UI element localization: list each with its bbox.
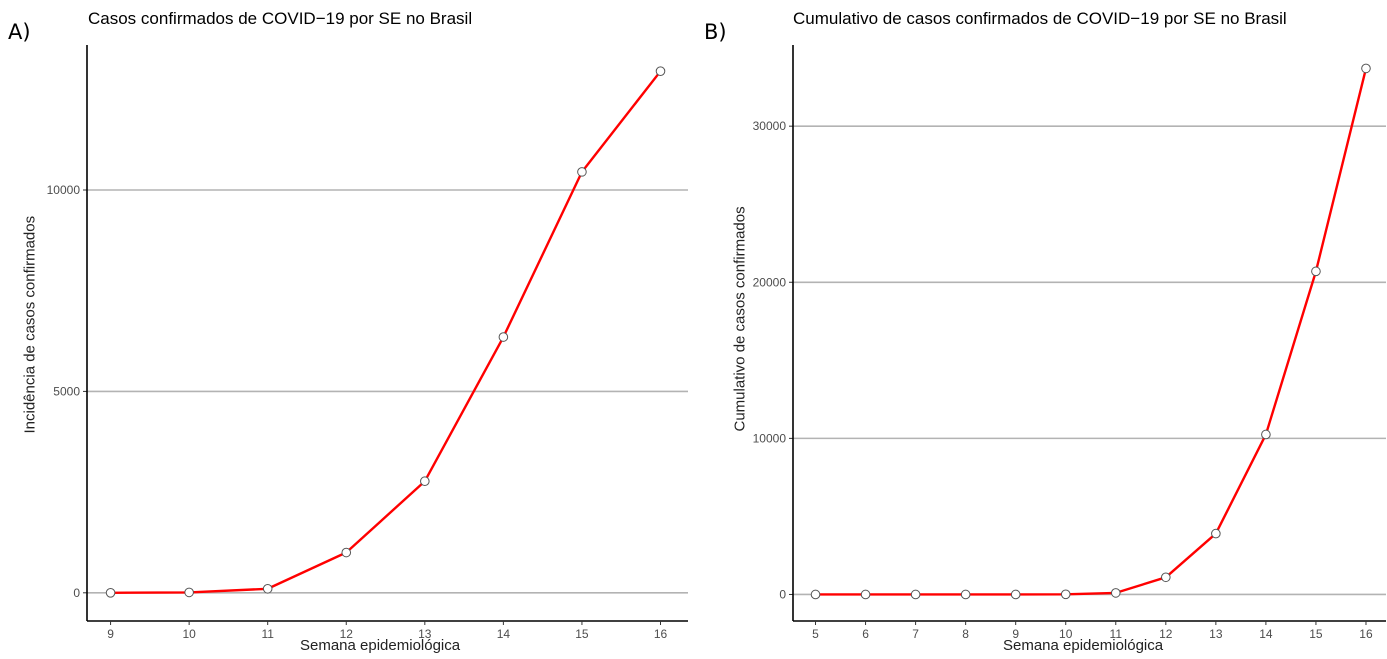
chart-a-x-tick-label: 11 (261, 627, 274, 641)
chart-a-data-point (655, 66, 666, 76)
chart-b-data-point (810, 589, 821, 600)
chart-b-x-axis-title: Semana epidemiológica (1003, 637, 1164, 654)
chart-b-x-tick-label: 7 (912, 627, 919, 641)
chart-a-x-tick-label: 14 (497, 627, 511, 641)
chart-b-data-point (960, 589, 971, 600)
chart-a-y-tick-label: 0 (73, 586, 80, 600)
chart-b-x-tick-label: 5 (812, 627, 819, 641)
chart-b-data-point (1311, 266, 1321, 277)
chart-a-data-point (577, 167, 587, 177)
chart-b-x-tick-label: 14 (1259, 627, 1273, 641)
chart-a-data-point (498, 332, 509, 342)
chart-a-data-point (262, 583, 273, 594)
chart-b-y-tick-label: 20000 (753, 275, 787, 289)
chart-b-y-tick-label: 0 (779, 587, 786, 601)
chart-b-x-tick-label: 15 (1309, 627, 1323, 641)
chart-b-data-point (1110, 588, 1121, 598)
chart-b-x-tick-label: 13 (1209, 627, 1223, 641)
chart-b-x-tick-label: 12 (1159, 627, 1173, 641)
chart-b-data-point (1211, 528, 1221, 539)
chart-a-data-point (105, 588, 116, 598)
chart-a-x-tick-label: 16 (654, 627, 668, 641)
chart-b-data-point (1060, 589, 1071, 600)
chart-b-data-point (1361, 63, 1371, 74)
chart-a-x-tick-label: 12 (340, 627, 354, 641)
chart-b-data-point (910, 589, 921, 600)
chart-b-title: Cumulativo de casos confirmados de COVID… (793, 9, 1287, 28)
chart-a-x-tick-label: 13 (418, 627, 432, 641)
chart-b-x-tick-label: 11 (1110, 627, 1123, 641)
chart-a-x-axis-title: Semana epidemiológica (300, 637, 461, 654)
chart-a-data-point (420, 476, 430, 487)
chart-b-y-tick-label: 30000 (753, 119, 787, 133)
chart-b-x-tick-label: 10 (1059, 627, 1073, 641)
chart-a-x-tick-label: 15 (575, 627, 589, 641)
chart-a-data-point (184, 587, 194, 598)
chart-a-x-tick-label: 10 (182, 627, 196, 641)
chart-a-y-tick-label: 5000 (53, 384, 80, 398)
chart-b-y-tick-label: 10000 (753, 431, 787, 445)
chart-b-x-tick-label: 6 (862, 627, 869, 641)
chart-a-x-tick-label: 9 (107, 627, 114, 641)
chart-b-data-point (1161, 572, 1171, 583)
chart-a-series-line (110, 70, 662, 595)
chart-b-data-point (1261, 429, 1271, 440)
chart-b-data-point (860, 589, 871, 600)
chart-b-x-tick-label: 8 (962, 627, 969, 641)
panel-a-letter: A) (8, 20, 31, 44)
chart-a-data-point (341, 547, 352, 558)
chart-a-y-tick-label: 10000 (47, 183, 81, 197)
chart-b-x-tick-label: 9 (1012, 627, 1019, 641)
chart-a-title: Casos confirmados de COVID−19 por SE no … (88, 9, 473, 28)
panel-b-letter: B) (704, 20, 727, 44)
chart-b-series-line (815, 68, 1368, 596)
chart-b-x-tick-label: 16 (1359, 627, 1373, 641)
chart-b-data-point (1010, 589, 1021, 600)
